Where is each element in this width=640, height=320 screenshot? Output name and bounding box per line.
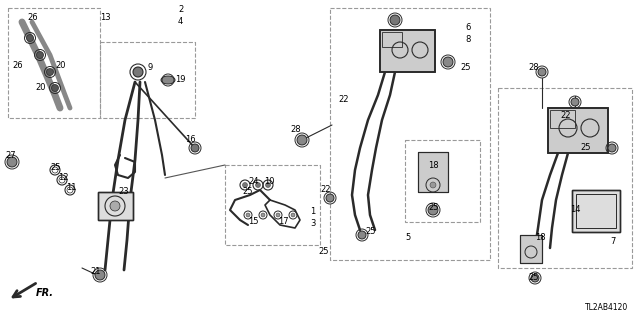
Circle shape [358,231,366,239]
Bar [98,192,133,220]
Circle shape [36,52,44,59]
Text: 16: 16 [185,135,196,145]
Text: 18: 18 [428,161,438,170]
Text: 4: 4 [178,18,183,27]
Text: 8: 8 [465,36,470,44]
Circle shape [47,68,54,76]
Text: 26: 26 [12,60,22,69]
Text: 1: 1 [310,207,316,217]
Circle shape [276,213,280,217]
Text: 17: 17 [278,218,289,227]
Text: 21: 21 [90,268,100,276]
Circle shape [571,98,579,106]
Bar [520,235,542,263]
Circle shape [291,213,295,217]
Bar [418,152,448,192]
Text: 22: 22 [320,186,330,195]
Text: 6: 6 [465,23,470,33]
Text: 22: 22 [560,110,570,119]
Circle shape [246,213,250,217]
Circle shape [255,182,260,188]
Bar [380,30,435,72]
Circle shape [261,213,265,217]
Circle shape [191,144,199,152]
Text: 14: 14 [570,205,580,214]
Circle shape [443,57,453,67]
Bar [572,190,620,232]
Bar [548,108,608,153]
Bar [576,194,616,228]
Circle shape [326,194,334,202]
Bar [572,190,620,232]
Text: 27: 27 [5,150,15,159]
Text: 24: 24 [248,178,259,187]
Text: 5: 5 [405,234,410,243]
Text: 18: 18 [535,234,546,243]
Circle shape [110,201,120,211]
Circle shape [133,67,143,77]
Bar [550,110,575,128]
Text: 26: 26 [27,13,38,22]
Circle shape [243,182,248,188]
Bar [498,88,632,268]
Circle shape [51,84,58,92]
Text: 11: 11 [66,183,77,193]
Circle shape [266,182,271,188]
Text: TL2AB4120: TL2AB4120 [585,303,628,312]
Text: 25: 25 [528,274,538,283]
Text: 25: 25 [580,143,591,153]
Text: 22: 22 [338,95,349,105]
Text: 20: 20 [35,84,45,92]
Text: 2: 2 [178,5,183,14]
Text: 12: 12 [58,173,68,182]
Bar [98,192,133,220]
Text: 19: 19 [175,76,186,84]
Circle shape [428,205,438,215]
Circle shape [297,135,307,145]
Circle shape [531,274,539,282]
Bar [548,108,608,153]
Ellipse shape [161,76,175,84]
Text: 25: 25 [50,164,61,172]
Bar [100,42,195,118]
Text: 9: 9 [148,63,153,73]
Text: 25: 25 [428,204,438,212]
Text: 10: 10 [264,178,275,187]
Bar [330,8,490,260]
Text: 25: 25 [460,63,470,73]
Bar [382,32,402,47]
Text: 25: 25 [242,188,253,196]
Text: 20: 20 [55,60,65,69]
Text: 3: 3 [310,220,316,228]
Circle shape [7,157,17,167]
Text: 13: 13 [100,13,111,22]
Text: 25: 25 [365,228,376,236]
Circle shape [26,35,33,42]
Circle shape [538,68,546,76]
Text: 25: 25 [318,247,328,257]
Circle shape [95,270,105,280]
Text: 15: 15 [248,218,259,227]
Circle shape [390,15,400,25]
Bar [225,165,320,245]
Text: 7: 7 [610,237,616,246]
Bar [520,235,542,263]
Bar [380,30,435,72]
Text: 23: 23 [118,188,129,196]
Circle shape [608,144,616,152]
Bar [405,140,480,222]
Bar [418,152,448,192]
Text: FR.: FR. [36,288,54,298]
Bar [8,8,100,118]
Text: 28: 28 [528,63,539,73]
Text: 28: 28 [290,125,301,134]
Circle shape [430,182,436,188]
